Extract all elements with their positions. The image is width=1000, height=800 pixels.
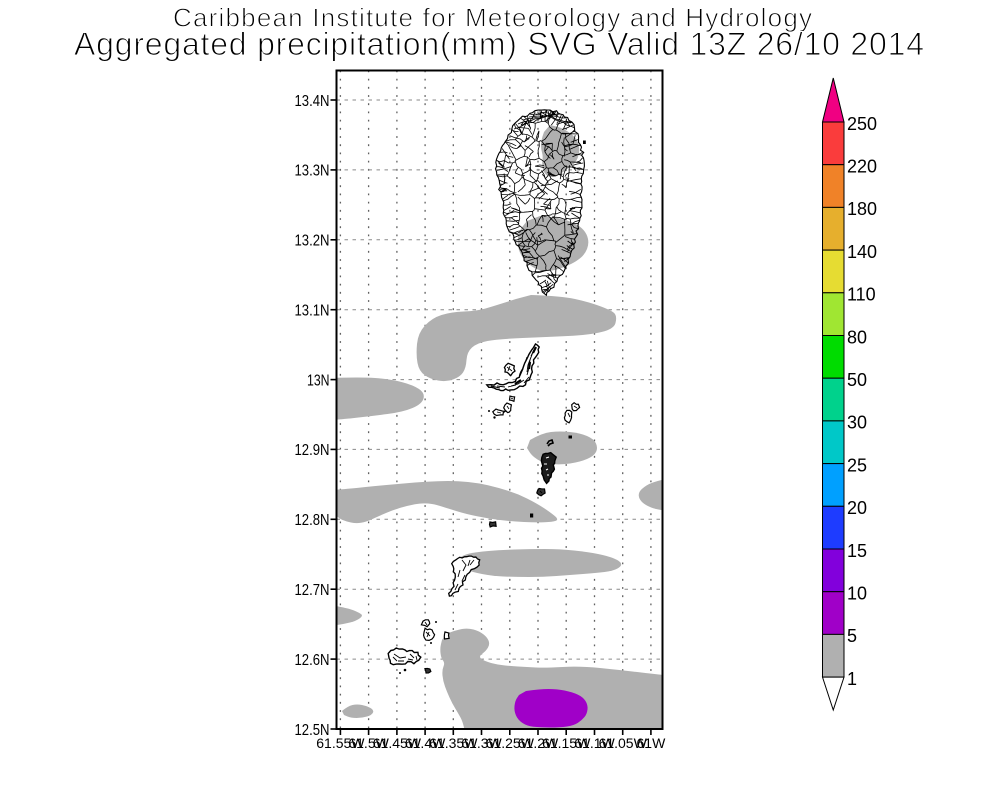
svg-text:61.2W: 61.2W bbox=[518, 735, 559, 751]
svg-text:1: 1 bbox=[847, 669, 857, 689]
svg-text:15: 15 bbox=[847, 541, 867, 561]
svg-text:Aggregated precipitation(mm) S: Aggregated precipitation(mm) SVG Valid 1… bbox=[74, 26, 924, 62]
svg-text:10: 10 bbox=[847, 584, 867, 604]
svg-text:250: 250 bbox=[847, 114, 877, 134]
svg-text:110: 110 bbox=[847, 285, 876, 305]
svg-text:25: 25 bbox=[847, 455, 867, 475]
svg-text:61.5W: 61.5W bbox=[348, 735, 389, 751]
svg-text:12.5N: 12.5N bbox=[295, 722, 330, 739]
svg-text:30: 30 bbox=[847, 413, 867, 433]
svg-text:13.4N: 13.4N bbox=[295, 93, 330, 110]
svg-text:61.55W: 61.55W bbox=[316, 735, 365, 751]
svg-text:13.1N: 13.1N bbox=[295, 303, 330, 320]
svg-text:61.15W: 61.15W bbox=[542, 735, 591, 751]
svg-text:50: 50 bbox=[847, 370, 867, 390]
svg-text:61.3W: 61.3W bbox=[461, 735, 502, 751]
svg-text:12.9N: 12.9N bbox=[295, 442, 330, 459]
svg-text:20: 20 bbox=[847, 498, 867, 518]
svg-text:12.7N: 12.7N bbox=[295, 582, 330, 599]
svg-text:80: 80 bbox=[847, 327, 867, 347]
svg-text:61W: 61W bbox=[637, 735, 667, 751]
svg-text:220: 220 bbox=[847, 157, 877, 177]
svg-text:140: 140 bbox=[847, 242, 877, 262]
svg-text:5: 5 bbox=[847, 626, 857, 646]
svg-text:Caribbean Institute for Meteor: Caribbean Institute for Meteorology and … bbox=[173, 3, 812, 33]
svg-text:13N: 13N bbox=[307, 372, 330, 389]
svg-text:180: 180 bbox=[847, 199, 877, 219]
svg-text:13.3N: 13.3N bbox=[295, 163, 330, 180]
svg-text:61.4W: 61.4W bbox=[405, 735, 446, 751]
svg-text:61.45W: 61.45W bbox=[373, 735, 422, 751]
svg-text:12.8N: 12.8N bbox=[295, 512, 330, 529]
svg-text:61.1W: 61.1W bbox=[574, 735, 615, 751]
svg-text:61.25W: 61.25W bbox=[486, 735, 535, 751]
svg-text:61.35W: 61.35W bbox=[429, 735, 478, 751]
svg-text:13.2N: 13.2N bbox=[295, 233, 330, 250]
svg-text:61.05W: 61.05W bbox=[599, 735, 648, 751]
svg-text:12.6N: 12.6N bbox=[295, 652, 330, 669]
